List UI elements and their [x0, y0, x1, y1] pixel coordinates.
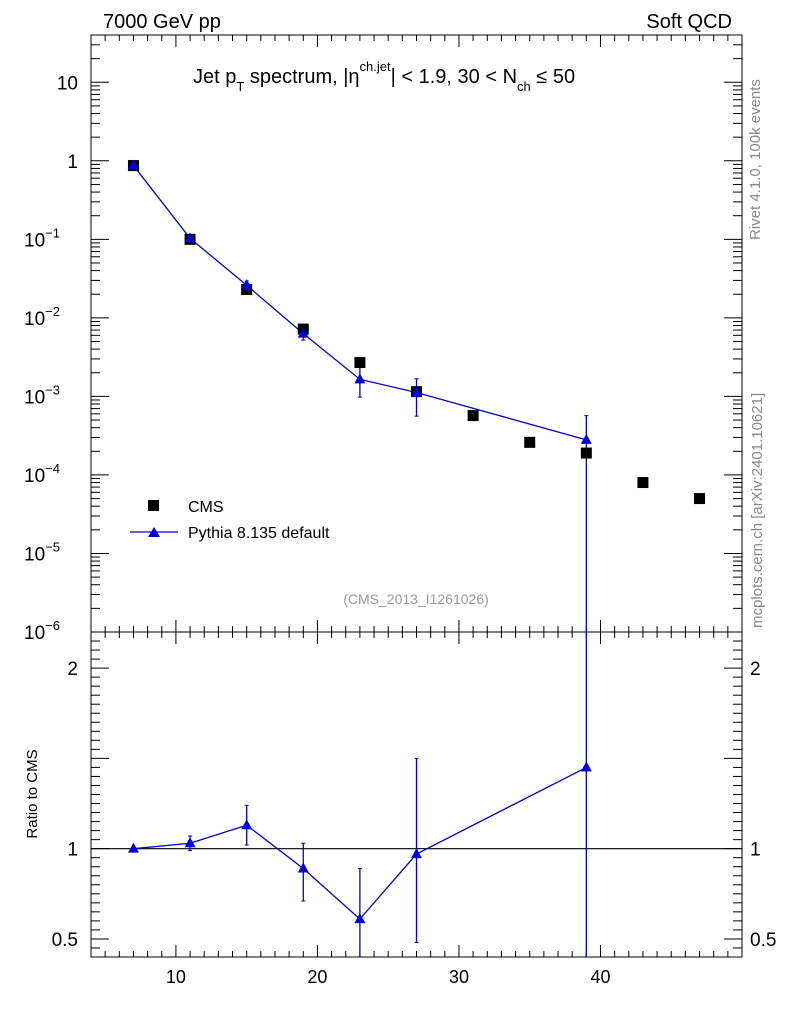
ytick-base: 10 — [24, 387, 45, 408]
title-sub2: ch — [517, 79, 531, 94]
ratio-ytick-label-right: 2 — [750, 659, 761, 680]
ratio-ytick-label-right: 0.5 — [750, 930, 776, 951]
ratio-plot-marks — [91, 632, 742, 957]
cms-data-point — [354, 357, 366, 369]
x-tick-label: 10 — [166, 967, 186, 987]
ratio-data-point — [411, 848, 422, 859]
ytick-exponent: −4 — [45, 461, 60, 476]
mc-data-point — [354, 373, 366, 384]
mcplots-label: mcplots.cern.ch [arXiv:2401.10621] — [749, 393, 766, 628]
ytick-exponent: −2 — [45, 304, 60, 319]
ratio-data-point — [354, 913, 366, 924]
x-tick-label: 30 — [449, 967, 469, 987]
main-ytick-label: 10−4 — [24, 461, 60, 487]
title-part4: ≤ 50 — [531, 66, 575, 88]
header-left: 7000 GeV pp — [103, 11, 221, 33]
cms-data-point — [694, 493, 706, 505]
ratio-ytick-label-left: 0.5 — [52, 930, 78, 951]
mc-data-point — [241, 279, 253, 290]
x-tick-label: 40 — [590, 967, 610, 987]
mc-data-point — [127, 159, 139, 170]
ratio-data-point — [297, 862, 309, 873]
x-tick-label: 20 — [307, 967, 327, 987]
ytick-base: 10 — [24, 544, 45, 565]
title-part3: | < 1.9, 30 < N — [391, 66, 517, 88]
ytick-exponent: −6 — [45, 618, 60, 633]
main-plot-frame — [90, 34, 743, 633]
main-ytick-label: 10−6 — [24, 618, 60, 644]
ratio-data-point — [241, 819, 253, 830]
legend-data-marker — [148, 500, 159, 511]
mc-data-point — [297, 327, 309, 338]
analysis-watermark: (CMS_2013_I1261026) — [343, 591, 489, 607]
ytick-exponent: −1 — [45, 225, 60, 240]
mc-data-point — [184, 232, 196, 243]
legend-data-label: CMS — [188, 499, 224, 516]
ratio-ytick-label-right: 1 — [750, 840, 761, 861]
main-ytick-label: 10−5 — [24, 539, 60, 565]
ratio-ylabel: Ratio to CMS — [24, 749, 41, 838]
ratio-axis-ticks: 10 20 30 40 0.5 0.5 1 1 2 2 — [52, 631, 776, 987]
mc-data-point — [411, 386, 422, 397]
main-ytick-label: 10−2 — [24, 304, 60, 330]
ytick-exponent: −5 — [45, 539, 60, 554]
main-ytick-label: 1 — [67, 152, 78, 173]
main-ytick-label: 10−3 — [24, 382, 60, 408]
title-sub1: T — [236, 79, 244, 94]
cms-data-point — [637, 477, 649, 489]
title-part1: Jet p — [193, 66, 236, 88]
header-right: Soft QCD — [646, 11, 732, 33]
ratio-data-point — [580, 761, 592, 772]
main-ytick-label: 10 — [57, 73, 78, 94]
cms-data-point — [524, 436, 536, 448]
main-plot-marks — [127, 159, 706, 632]
plot-title: Jet pT spectrum, |ηch.jet| < 1.9, 30 < N… — [193, 59, 575, 94]
cms-data-point — [241, 283, 253, 295]
legend-mc-marker — [148, 527, 160, 537]
cms-data-point — [580, 447, 592, 459]
ytick-base: 10 — [24, 623, 45, 644]
cms-data-point — [467, 410, 479, 422]
title-part2: spectrum, |η — [244, 66, 359, 88]
ytick-base: 10 — [24, 466, 45, 487]
ratio-ytick-label-left: 2 — [67, 659, 78, 680]
legend-mc-label: Pythia 8.135 default — [188, 525, 330, 542]
title-sup1: ch.jet — [360, 59, 391, 74]
rivet-label: Rivet 4.1.0, 100k events — [747, 79, 764, 240]
ytick-base: 10 — [24, 309, 45, 330]
ratio-ytick-label-left: 1 — [67, 840, 78, 861]
ytick-base: 10 — [24, 230, 45, 251]
mc-data-point — [580, 433, 592, 444]
ytick-exponent: −3 — [45, 382, 60, 397]
ratio-data-point — [127, 842, 139, 853]
main-ytick-label: 10−1 — [24, 225, 60, 251]
ratio-data-point — [184, 837, 196, 848]
mc-series-line — [132, 165, 587, 441]
